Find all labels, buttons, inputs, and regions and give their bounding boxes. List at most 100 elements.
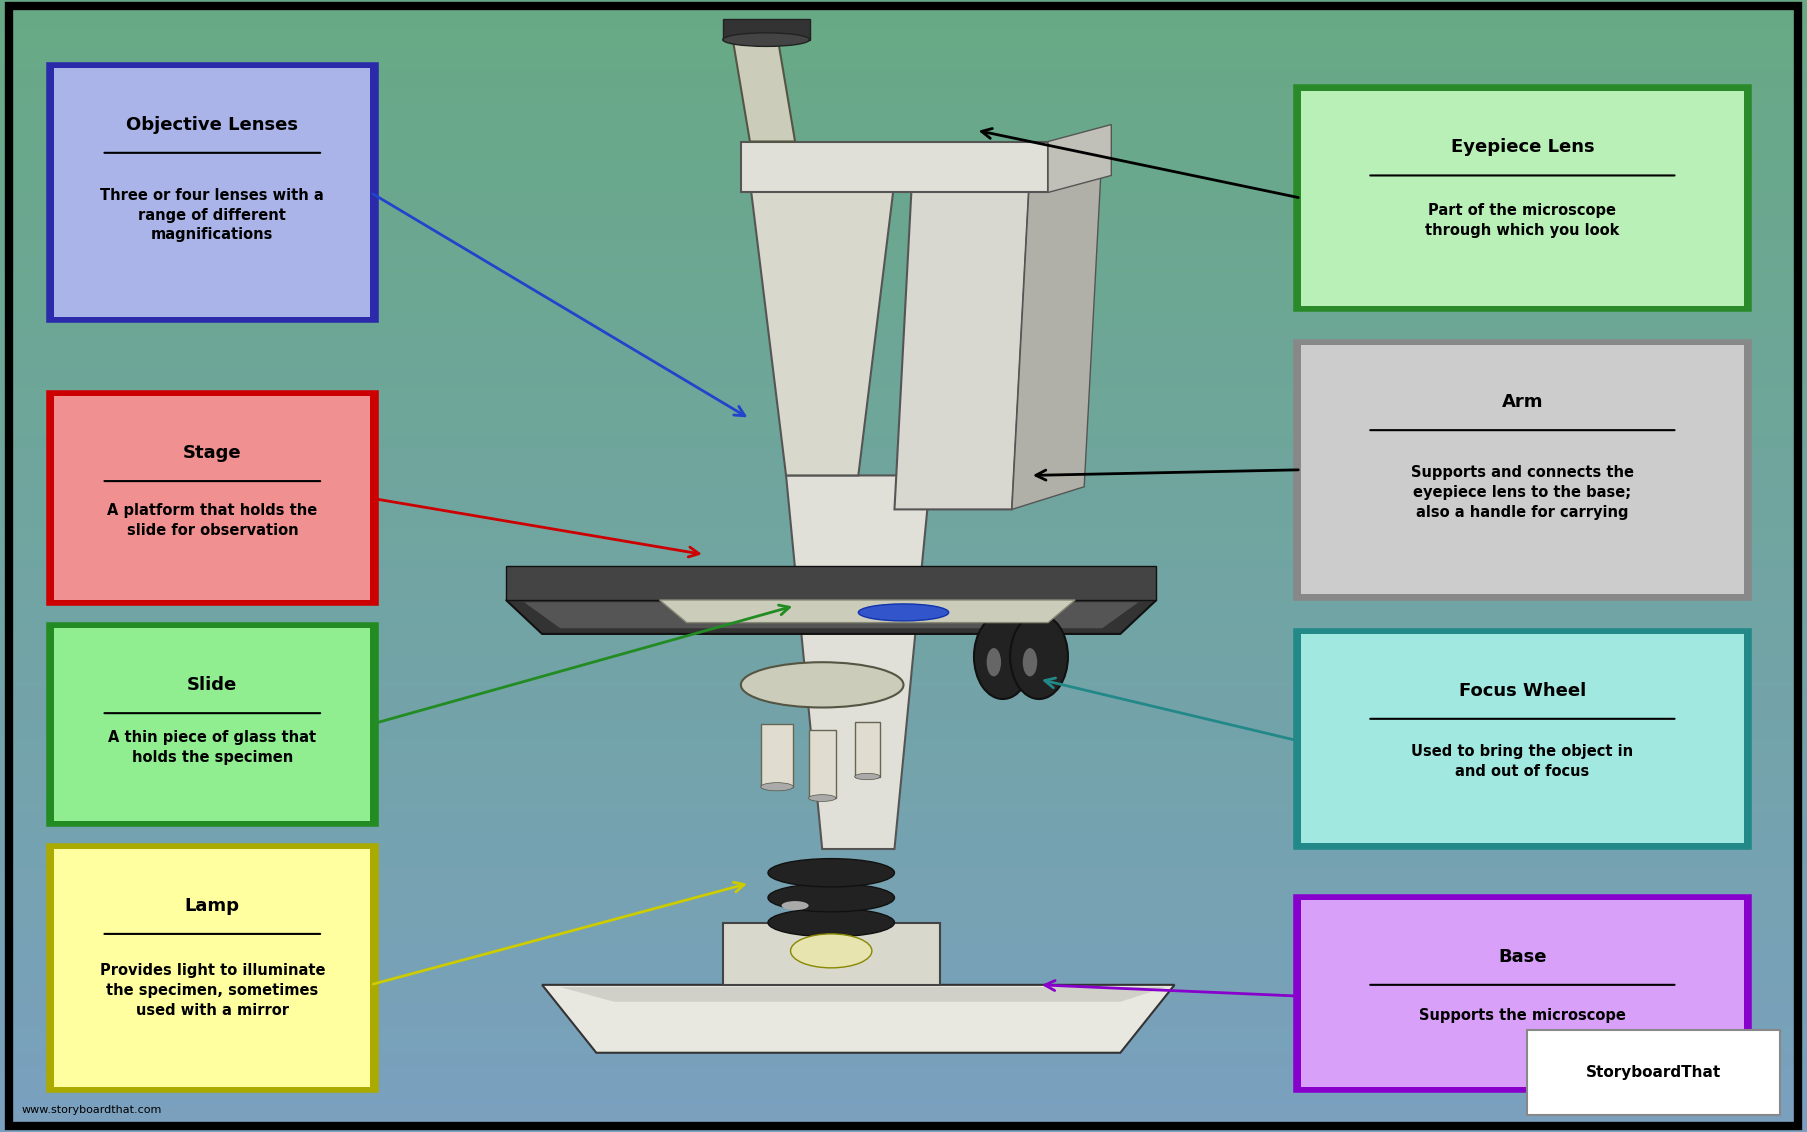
Bar [0, 368, 1807, 374]
Bar [0, 79, 1807, 85]
Bar [0, 560, 1807, 566]
Polygon shape [894, 170, 1030, 509]
Bar [0, 351, 1807, 357]
Ellipse shape [855, 773, 880, 780]
Bar [0, 662, 1807, 668]
Polygon shape [660, 600, 1075, 623]
Text: Three or four lenses with a
range of different
magnifications: Three or four lenses with a range of dif… [101, 188, 323, 242]
Bar [0, 957, 1807, 962]
Polygon shape [506, 566, 1156, 600]
Text: Used to bring the object in
and out of focus: Used to bring the object in and out of f… [1411, 744, 1634, 779]
Bar [0, 787, 1807, 792]
Bar [0, 221, 1807, 226]
Bar [0, 68, 1807, 74]
Bar [0, 724, 1807, 730]
Bar [0, 130, 1807, 136]
FancyBboxPatch shape [54, 68, 370, 317]
Text: A platform that holds the
slide for observation: A platform that holds the slide for obse… [107, 504, 318, 538]
Bar [0, 470, 1807, 475]
Bar [0, 0, 1807, 6]
Bar [0, 1115, 1807, 1121]
Bar [0, 277, 1807, 283]
Polygon shape [750, 181, 894, 475]
Bar [0, 679, 1807, 685]
Bar [0, 1098, 1807, 1104]
Bar [0, 492, 1807, 498]
Bar [0, 883, 1807, 889]
Bar [0, 945, 1807, 951]
Bar [0, 804, 1807, 809]
Bar [0, 424, 1807, 430]
Bar [0, 266, 1807, 272]
FancyBboxPatch shape [1301, 634, 1744, 843]
Ellipse shape [987, 648, 1001, 677]
Polygon shape [1012, 147, 1102, 509]
Ellipse shape [781, 901, 810, 910]
Bar [0, 226, 1807, 232]
FancyBboxPatch shape [1296, 897, 1749, 1090]
FancyBboxPatch shape [49, 625, 376, 824]
Ellipse shape [741, 662, 904, 708]
FancyBboxPatch shape [49, 65, 376, 320]
Bar [0, 498, 1807, 504]
Bar [0, 464, 1807, 470]
Ellipse shape [768, 908, 894, 937]
Bar [0, 1007, 1807, 1013]
Text: Stage: Stage [183, 444, 242, 462]
Bar [0, 1092, 1807, 1098]
Bar [0, 1047, 1807, 1053]
Bar [0, 906, 1807, 911]
Bar [0, 1075, 1807, 1081]
Text: Objective Lenses: Objective Lenses [126, 115, 298, 134]
Bar [0, 685, 1807, 691]
FancyBboxPatch shape [1296, 631, 1749, 847]
Bar [0, 91, 1807, 96]
Bar [0, 741, 1807, 747]
Bar [0, 764, 1807, 770]
Bar [0, 334, 1807, 340]
Bar [0, 928, 1807, 934]
Polygon shape [506, 600, 1156, 634]
Bar [723, 19, 810, 40]
Bar [0, 962, 1807, 968]
Bar [0, 775, 1807, 781]
Bar [0, 855, 1807, 860]
Bar [0, 255, 1807, 260]
Bar [0, 475, 1807, 481]
Bar [0, 996, 1807, 1002]
Bar [0, 606, 1807, 611]
Bar [0, 419, 1807, 424]
Bar [0, 51, 1807, 57]
Ellipse shape [1010, 614, 1068, 698]
Bar [0, 362, 1807, 368]
Bar [0, 532, 1807, 538]
Polygon shape [1048, 125, 1111, 192]
Bar [0, 408, 1807, 413]
Bar [0, 34, 1807, 40]
Bar [0, 1121, 1807, 1126]
Bar [0, 798, 1807, 804]
Bar [0, 572, 1807, 577]
Text: www.storyboardthat.com: www.storyboardthat.com [22, 1105, 163, 1115]
Bar [0, 170, 1807, 175]
Bar [0, 328, 1807, 334]
FancyBboxPatch shape [49, 393, 376, 603]
Bar [0, 487, 1807, 492]
Bar [0, 951, 1807, 957]
Bar [761, 724, 793, 787]
Bar [0, 555, 1807, 560]
Bar [0, 357, 1807, 362]
Bar [0, 594, 1807, 600]
Bar [0, 968, 1807, 974]
Bar [0, 243, 1807, 249]
Ellipse shape [858, 604, 949, 620]
Bar [0, 1030, 1807, 1036]
Bar [0, 6, 1807, 11]
Bar [0, 792, 1807, 798]
Bar [0, 74, 1807, 79]
Text: Supports and connects the
eyepiece lens to the base;
also a handle for carrying: Supports and connects the eyepiece lens … [1411, 465, 1634, 520]
Bar [0, 979, 1807, 985]
Bar [0, 153, 1807, 158]
Bar [0, 175, 1807, 181]
Bar [0, 436, 1807, 441]
